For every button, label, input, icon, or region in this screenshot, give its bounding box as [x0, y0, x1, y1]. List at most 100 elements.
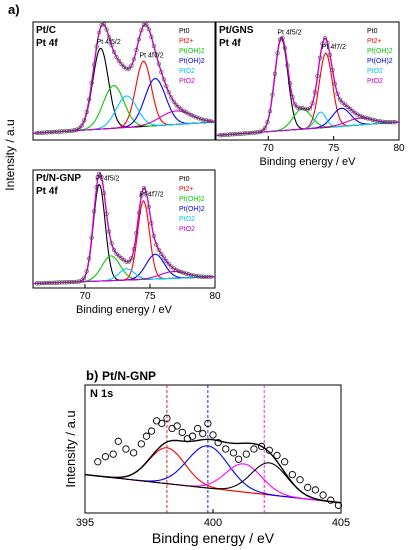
data-point	[380, 119, 385, 124]
legend: Pt0 Pt2+ Pt(OH)2 Pt(OH)2 PtO2 PtO2	[179, 28, 205, 85]
data-point	[178, 428, 186, 437]
x-tick-label: 75	[144, 291, 156, 302]
data-point	[317, 55, 323, 60]
data-point	[288, 470, 297, 479]
data-point	[325, 40, 330, 45]
legend-item: PtO2	[367, 68, 383, 75]
component-magenta	[84, 463, 342, 504]
peak-label-4f52: Pt 4f5/2	[95, 175, 119, 182]
data-point	[370, 117, 375, 122]
data-point	[174, 267, 179, 273]
legend-item: Pt2+	[179, 186, 194, 193]
data-point	[327, 496, 335, 504]
data-point	[209, 274, 214, 279]
data-point	[360, 114, 365, 119]
data-point	[222, 445, 230, 453]
data-point	[312, 90, 318, 95]
data-point	[332, 81, 338, 86]
data-point	[62, 129, 67, 134]
y-axis-label: Intensity / a.u	[3, 119, 17, 190]
data-point	[220, 132, 225, 138]
panel-a-label: a)	[8, 2, 20, 17]
data-point	[129, 63, 134, 68]
data-point	[57, 129, 62, 134]
data-point	[184, 110, 189, 115]
data-point	[189, 112, 194, 118]
data-point	[297, 105, 303, 111]
data-point	[311, 486, 320, 494]
legend-item: PtO2	[179, 216, 195, 223]
data-point	[320, 41, 325, 46]
data-point	[101, 453, 110, 461]
data-point	[362, 115, 368, 120]
chart-title-sample: Pt/C	[36, 25, 56, 36]
data-point	[196, 116, 201, 121]
data-point	[199, 117, 204, 122]
data-point	[111, 247, 117, 253]
data-point	[242, 450, 250, 458]
data-point	[173, 422, 181, 430]
data-point	[141, 185, 147, 191]
x-tick-label: 80	[209, 291, 221, 302]
data-point	[166, 90, 171, 95]
data-point	[72, 128, 77, 133]
data-point	[131, 57, 137, 62]
x-tick-label: 400	[204, 517, 222, 529]
data-point	[141, 22, 147, 28]
data-point	[242, 131, 248, 136]
data-point	[114, 437, 122, 445]
data-point	[302, 106, 308, 111]
chart-pt-gns: Pt/GNS Pt 4f Pt 4f5/2 Pt 4f7/2 Pt0Pt2+Pt…	[215, 21, 405, 168]
data-point	[39, 281, 44, 286]
data-point	[94, 184, 99, 190]
data-point	[272, 71, 278, 76]
data-point	[191, 114, 196, 119]
data-point	[126, 66, 132, 71]
data-point	[77, 279, 82, 284]
plot-frame	[32, 169, 216, 289]
data-point	[49, 280, 54, 285]
data-point	[235, 131, 240, 137]
data-point	[99, 174, 104, 180]
data-point	[194, 273, 199, 279]
data-point	[209, 431, 217, 439]
data-point	[174, 102, 179, 107]
plot-frame	[215, 21, 400, 141]
data-point	[59, 129, 64, 134]
data-points	[217, 35, 398, 138]
data-point	[126, 259, 132, 264]
data-point	[257, 442, 266, 451]
data-point	[181, 270, 186, 275]
legend: Pt0 Pt2+ Pt(OH)2 Pt(OH)2 PtO2 PtO2	[179, 176, 205, 233]
panel-b-label: b)	[86, 368, 98, 383]
x-tick-label: 70	[79, 291, 91, 302]
component-red	[84, 447, 342, 504]
data-point	[340, 100, 345, 105]
data-point	[109, 450, 117, 458]
x-axis-label: Binding energy / eV	[259, 156, 356, 168]
component-green	[215, 108, 400, 137]
data-point	[92, 62, 97, 67]
data-point	[116, 254, 122, 259]
data-point	[69, 279, 74, 285]
data-point	[97, 30, 102, 35]
data-point	[109, 43, 114, 48]
data-point	[330, 67, 335, 73]
data-point	[92, 209, 97, 214]
legend-item: Pt(OH)2	[179, 58, 205, 65]
legend-item: Pt0	[367, 28, 378, 35]
data-point	[250, 445, 258, 453]
data-point	[67, 128, 72, 134]
data-point	[186, 111, 191, 116]
envelope-fit	[84, 438, 342, 504]
data-point	[310, 101, 315, 106]
data-point	[392, 120, 398, 125]
data-point	[206, 274, 211, 279]
data-point	[124, 66, 129, 71]
data-point	[109, 241, 114, 246]
chart-title-sample: Pt/GNS	[219, 25, 254, 36]
data-point	[84, 109, 89, 115]
data-point	[42, 130, 47, 135]
data-point	[247, 130, 253, 136]
data-point	[322, 36, 328, 41]
